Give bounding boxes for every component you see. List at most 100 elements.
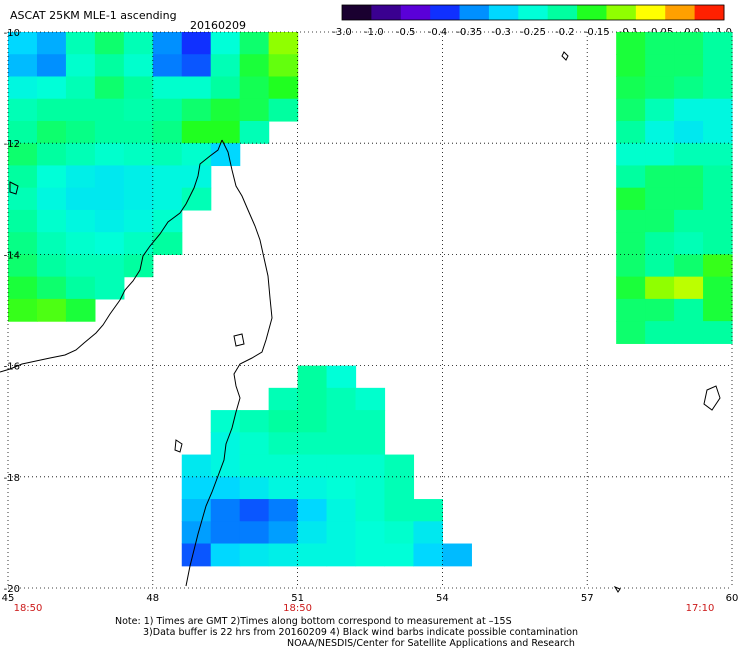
data-cell [36, 187, 67, 211]
data-cell [674, 143, 704, 167]
data-cell [384, 499, 415, 522]
data-cell [355, 432, 386, 456]
data-cell [297, 476, 328, 500]
data-cell [239, 499, 270, 522]
data-cell [674, 276, 704, 300]
data-cell [703, 321, 733, 344]
data-cell [297, 432, 328, 456]
data-cell [239, 476, 270, 500]
colorbar-label: -0.5 [396, 27, 416, 38]
lat-tick-label: -20 [4, 584, 20, 595]
data-cell [8, 276, 38, 300]
colorbar-label: -0.35 [456, 27, 482, 38]
madagascar-coast [0, 139, 273, 587]
data-cell [297, 543, 328, 567]
data-cell [384, 476, 415, 500]
data-cell [616, 76, 646, 100]
islet-10s [561, 51, 569, 61]
data-cell [152, 143, 183, 167]
data-cell [65, 187, 96, 211]
data-cell [210, 76, 241, 100]
data-cell [239, 432, 270, 456]
data-cell [268, 521, 299, 545]
data-cell [703, 187, 733, 211]
data-cell [413, 521, 443, 545]
data-cell [94, 187, 125, 211]
data-cell [645, 54, 675, 78]
data-cell [326, 521, 357, 545]
data-cell [326, 543, 357, 567]
data-cell [703, 209, 733, 233]
data-cell [94, 98, 125, 122]
data-cell [413, 543, 443, 567]
pass-time-label: 17:10 [686, 603, 715, 614]
data-cell [703, 165, 733, 189]
data-cell [616, 143, 646, 167]
data-cell [674, 321, 704, 344]
data-cell [181, 143, 212, 167]
data-cell [239, 410, 270, 433]
data-cell [268, 54, 299, 78]
data-cell [36, 54, 67, 78]
data-cell [355, 521, 386, 545]
data-cell [297, 410, 328, 433]
colorbar-segment [488, 5, 519, 20]
colorbar-segment [518, 5, 549, 20]
colorbar-segment [665, 5, 696, 20]
lat-lon-grid [7, 31, 733, 589]
data-cell [65, 54, 96, 78]
data-cell [268, 98, 299, 122]
data-cell [94, 276, 125, 300]
data-cell [36, 32, 67, 55]
lon-tick-label: 60 [726, 593, 739, 604]
data-cell [36, 76, 67, 100]
lat-tick-label: -10 [4, 28, 20, 39]
data-cell [645, 98, 675, 122]
colorbar-label: -0.3 [491, 27, 511, 38]
data-cell [384, 521, 415, 545]
data-cell [94, 165, 125, 189]
data-cell [36, 143, 67, 167]
data-cell [703, 98, 733, 122]
data-cell [268, 499, 299, 522]
data-cell [616, 209, 646, 233]
colorbar-label: -0.15 [584, 27, 610, 38]
data-cell [65, 98, 96, 122]
data-cell [616, 187, 646, 211]
lat-tick-label: -14 [4, 250, 20, 261]
data-cell [645, 232, 675, 255]
colorbar-segment [400, 5, 431, 20]
lat-tick-label: -16 [4, 362, 20, 373]
pass-time-label: 18:50 [283, 603, 312, 614]
data-cell [268, 543, 299, 567]
data-cell [326, 432, 357, 456]
colorbar-label: -0.25 [520, 27, 546, 38]
data-cell [355, 387, 386, 411]
data-cell [674, 254, 704, 278]
data-cell [8, 165, 38, 189]
colorbar-segment [635, 5, 666, 20]
data-cell [268, 32, 299, 55]
data-cell [268, 454, 299, 478]
data-cell [645, 298, 675, 322]
colorbar-segment [371, 5, 402, 20]
data-cell [645, 276, 675, 300]
data-cell [94, 232, 125, 255]
data-cell [123, 54, 154, 78]
data-cell [123, 143, 154, 167]
data-cell [616, 54, 646, 78]
data-cell [384, 543, 415, 567]
data-cell [645, 321, 675, 344]
lat-tick-label: -12 [4, 139, 20, 150]
data-cell [36, 254, 67, 278]
data-cell [8, 209, 38, 233]
data-cell [123, 232, 154, 255]
data-cell [152, 165, 183, 189]
data-cell [326, 387, 357, 411]
data-cell [181, 76, 212, 100]
data-cell [65, 276, 96, 300]
data-cell [8, 54, 38, 78]
data-cell [8, 98, 38, 122]
data-cell [152, 187, 183, 211]
data-cell [36, 232, 67, 255]
